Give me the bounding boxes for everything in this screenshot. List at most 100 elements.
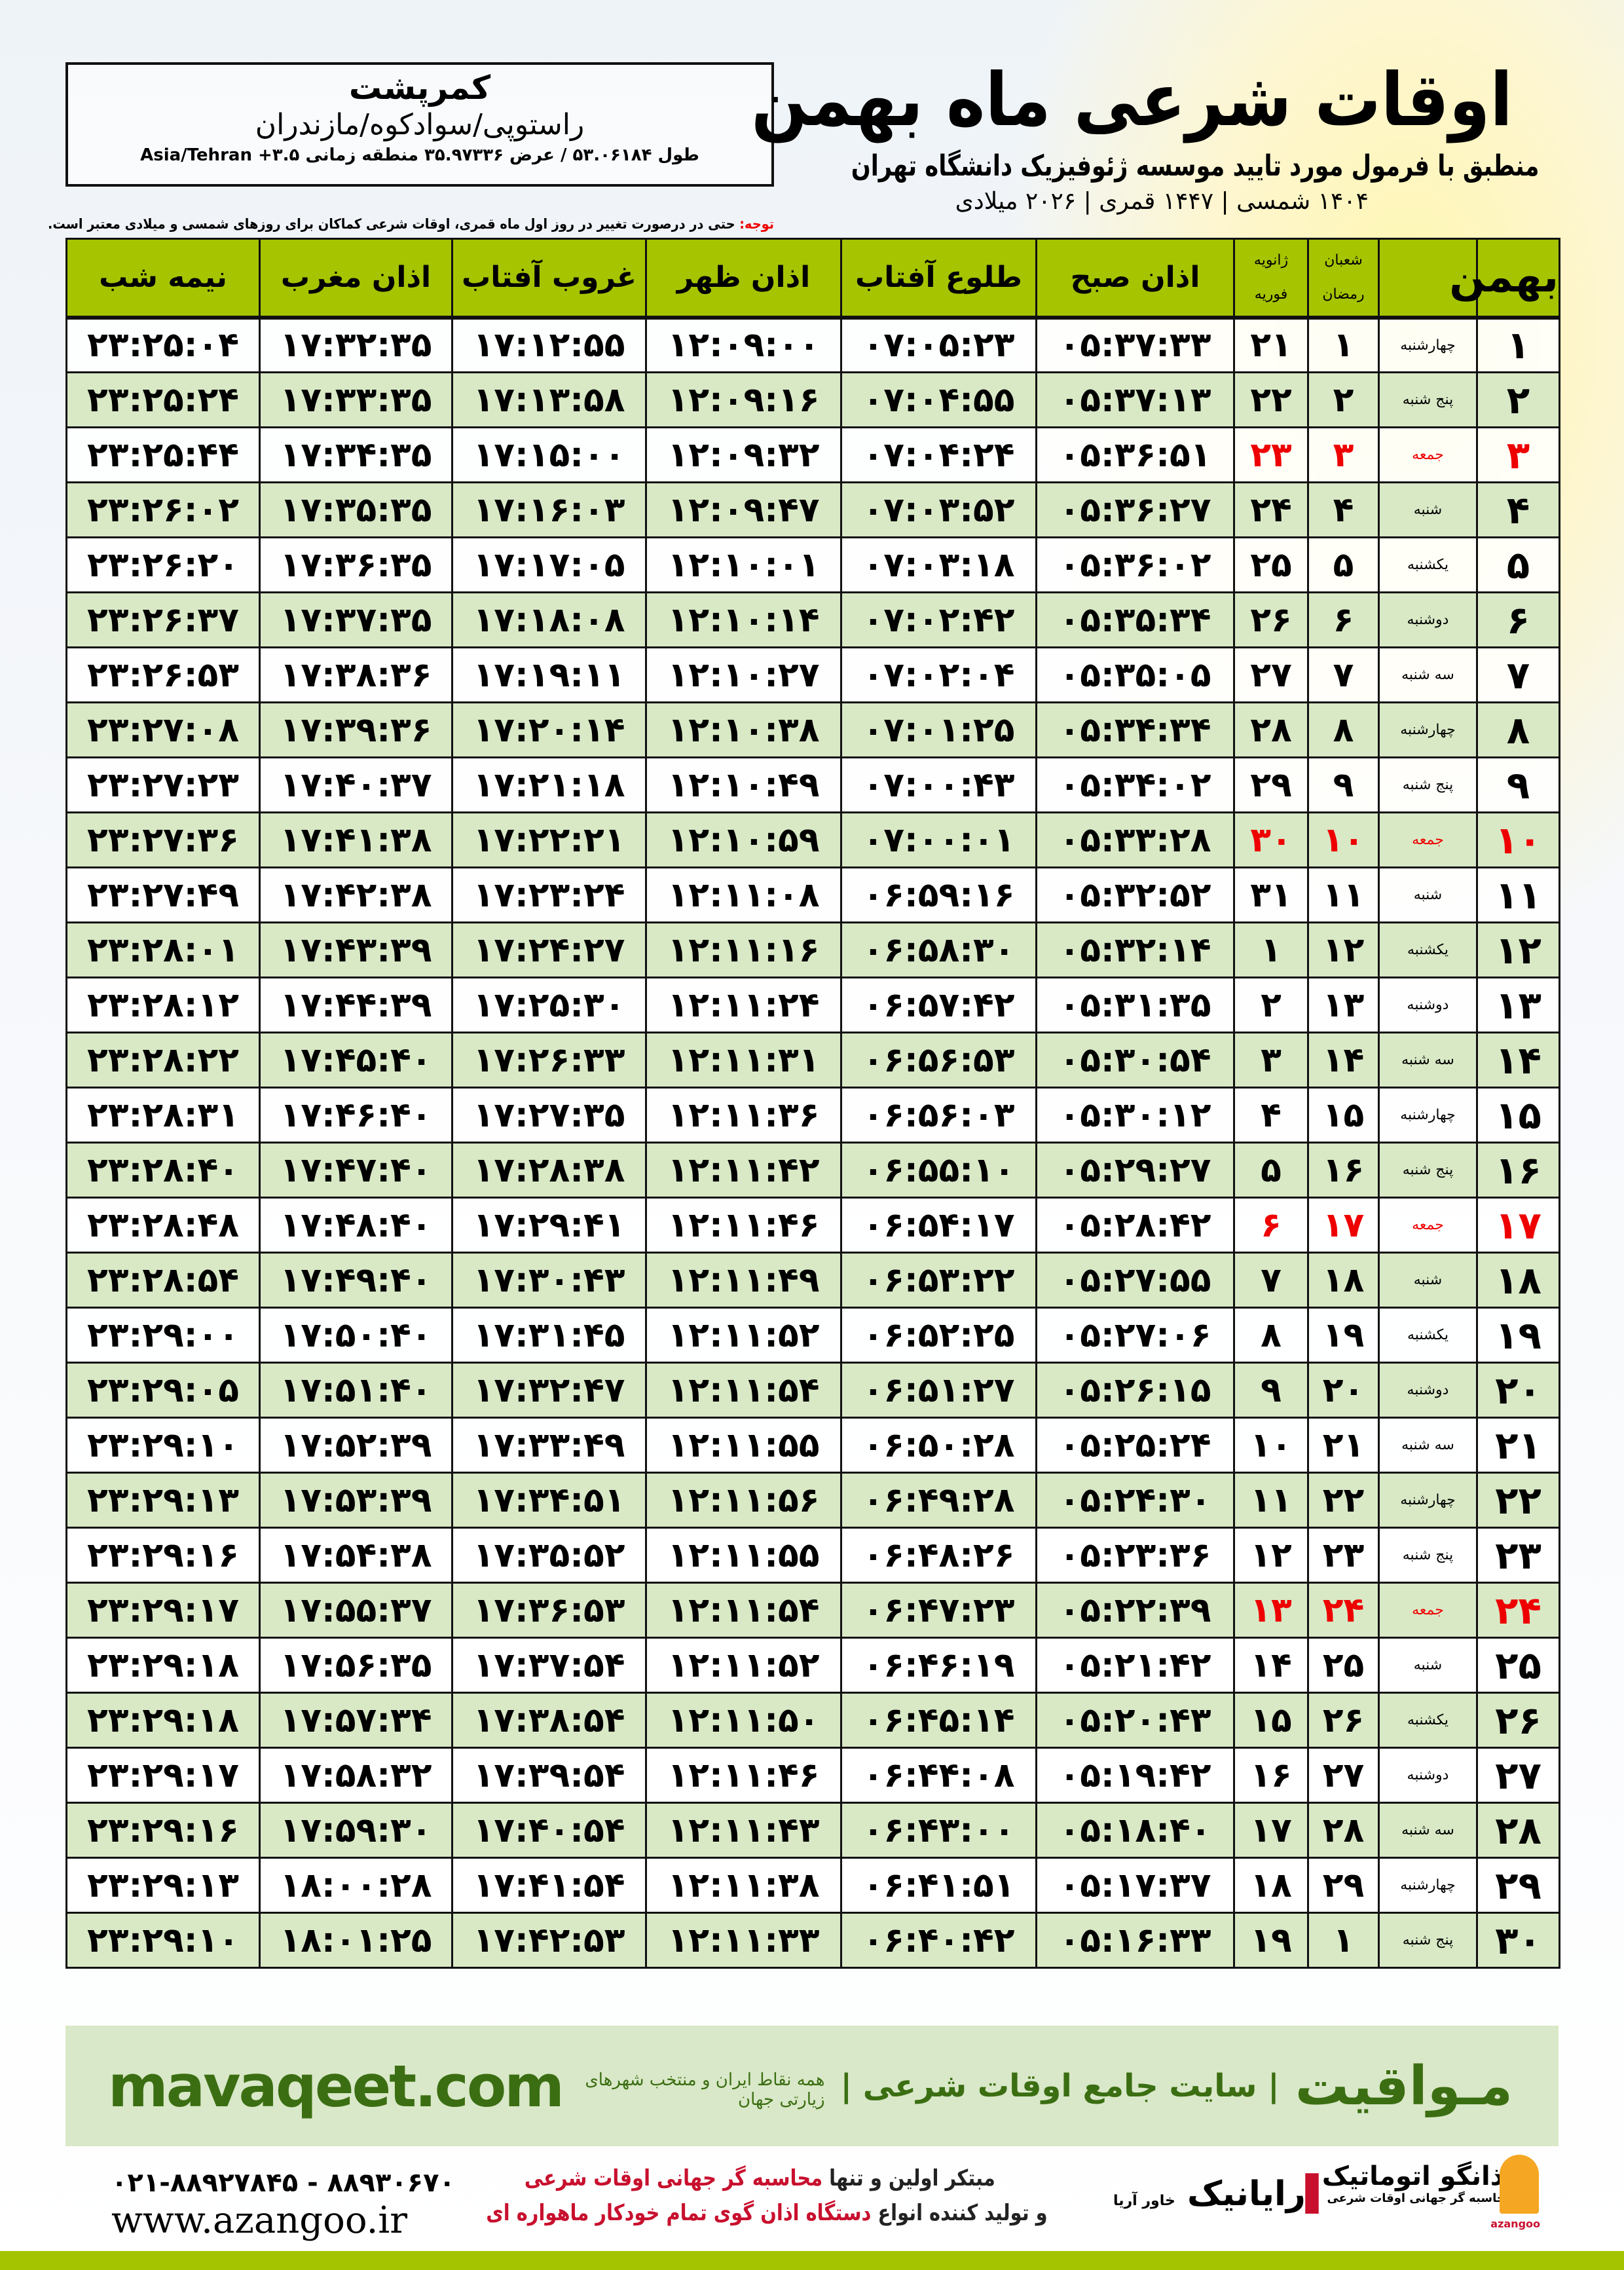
cell-fajr: ۰۵:۲۹:۲۷ — [1035, 1142, 1235, 1199]
cell-weekday: شنبه — [1378, 1637, 1478, 1694]
cell-hijri-day: ۱۲ — [1307, 921, 1380, 978]
cell-gregorian-day: ۸ — [1233, 1307, 1309, 1364]
azangoo-logo-text: اذانگو اتوماتیک — [1321, 2161, 1513, 2191]
cell-hijri-day: ۱۳ — [1307, 977, 1380, 1033]
cell-maghrib: ۱۷:۴۰:۳۷ — [259, 756, 453, 813]
table-row: ۹ پنج شنبه ۹ ۲۹ ۰۵:۳۴:۰۲ ۰۷:۰۰:۴۳ ۱۲:۱۰:۴۹ ۱۷:۲… — [65, 756, 1560, 813]
azangoo-website[interactable]: www.azangoo.ir — [111, 2199, 408, 2242]
cell-weekday: جمعه — [1378, 811, 1478, 868]
cell-sunset: ۱۷:۲۲:۲۱ — [451, 811, 647, 868]
cell-sunset: ۱۷:۱۷:۰۵ — [451, 536, 647, 593]
cell-fajr: ۰۵:۳۰:۵۴ — [1035, 1032, 1235, 1088]
mosque-icon — [1500, 2155, 1539, 2214]
cell-sunset: ۱۷:۱۸:۰۸ — [451, 591, 647, 648]
cell-sunset: ۱۷:۴۰:۵۴ — [451, 1802, 647, 1859]
cell-sunset: ۱۷:۳۸:۵۴ — [451, 1692, 647, 1749]
cell-day-number: ۲۵ — [1476, 1637, 1560, 1694]
cell-sunset: ۱۷:۳۲:۴۷ — [451, 1362, 647, 1419]
header-weekday — [1378, 238, 1478, 320]
rayanik-logo-sub: خاور آریا — [1113, 2193, 1175, 2209]
cell-midnight: ۲۳:۲۹:۱۶ — [65, 1527, 261, 1584]
cell-maghrib: ۱۷:۳۲:۳۵ — [259, 316, 453, 373]
cell-dhuhr: ۱۲:۰۹:۰۰ — [645, 316, 842, 373]
cell-gregorian-day: ۲۶ — [1233, 591, 1309, 648]
table-row: ۱۵ چهارشنبه ۱۵ ۴ ۰۵:۳۰:۱۲ ۰۶:۵۶:۰۳ ۱۲:۱۱:۳۶ ۱۷:… — [65, 1087, 1560, 1144]
cell-sunset: ۱۷:۳۳:۴۹ — [451, 1417, 647, 1474]
cell-midnight: ۲۳:۲۶:۵۳ — [65, 646, 261, 703]
cell-maghrib: ۱۷:۵۴:۳۸ — [259, 1527, 453, 1584]
header-maghrib: اذان مغرب — [259, 238, 453, 320]
cell-sunrise: ۰۶:۴۱:۵۱ — [840, 1857, 1037, 1914]
cell-midnight: ۲۳:۲۹:۱۳ — [65, 1857, 261, 1914]
table-row: ۶ دوشنبه ۶ ۲۶ ۰۵:۳۵:۳۴ ۰۷:۰۲:۴۲ ۱۲:۱۰:۱۴ ۱۷:۱۸:… — [65, 591, 1560, 648]
cell-hijri-day: ۱۷ — [1307, 1197, 1380, 1254]
cell-weekday: چهارشنبه — [1378, 1472, 1478, 1529]
cell-dhuhr: ۱۲:۱۱:۰۸ — [645, 866, 842, 923]
cell-dhuhr: ۱۲:۱۱:۵۲ — [645, 1307, 842, 1364]
cell-midnight: ۲۳:۲۹:۱۸ — [65, 1637, 261, 1694]
cell-gregorian-day: ۲۹ — [1233, 756, 1309, 813]
cell-midnight: ۲۳:۲۸:۰۱ — [65, 921, 261, 978]
cell-midnight: ۲۳:۲۵:۲۴ — [65, 371, 261, 428]
table-row: ۳ جمعه ۳ ۲۳ ۰۵:۳۶:۵۱ ۰۷:۰۴:۲۴ ۱۲:۰۹:۳۲ ۱۷:۱۵:۰۰… — [65, 426, 1560, 483]
cell-maghrib: ۱۷:۵۱:۴۰ — [259, 1362, 453, 1419]
cell-fajr: ۰۵:۳۲:۱۴ — [1035, 921, 1235, 978]
cell-maghrib: ۱۷:۴۷:۴۰ — [259, 1142, 453, 1199]
cell-maghrib: ۱۷:۵۵:۳۷ — [259, 1582, 453, 1639]
cell-fajr: ۰۵:۳۱:۳۵ — [1035, 977, 1235, 1033]
cell-dhuhr: ۱۲:۱۱:۵۲ — [645, 1637, 842, 1694]
cell-midnight: ۲۳:۲۸:۴۸ — [65, 1197, 261, 1254]
cell-hijri-day: ۲۵ — [1307, 1637, 1380, 1694]
cell-midnight: ۲۳:۲۵:۴۴ — [65, 426, 261, 483]
cell-sunset: ۱۷:۱۶:۰۳ — [451, 481, 647, 538]
cell-dhuhr: ۱۲:۱۱:۵۰ — [645, 1692, 842, 1749]
cell-fajr: ۰۵:۳۶:۰۲ — [1035, 536, 1235, 593]
cell-midnight: ۲۳:۲۹:۱۰ — [65, 1417, 261, 1474]
cell-midnight: ۲۳:۲۸:۲۲ — [65, 1032, 261, 1088]
cell-hijri-day: ۲۴ — [1307, 1582, 1380, 1639]
table-row: ۲۱ سه شنبه ۲۱ ۱۰ ۰۵:۲۵:۲۴ ۰۶:۵۰:۲۸ ۱۲:۱۱:۵۵ ۱۷:… — [65, 1417, 1560, 1474]
cell-fajr: ۰۵:۲۸:۴۲ — [1035, 1197, 1235, 1254]
table-row: ۱۸ شنبه ۱۸ ۷ ۰۵:۲۷:۵۵ ۰۶:۵۳:۲۲ ۱۲:۱۱:۴۹ ۱۷:۳۰:۴… — [65, 1252, 1560, 1309]
header-month: بهمن — [1449, 238, 1560, 320]
cell-sunrise: ۰۶:۵۱:۲۷ — [840, 1362, 1037, 1419]
cell-dhuhr: ۱۲:۰۹:۳۲ — [645, 426, 842, 483]
cell-maghrib: ۱۷:۵۷:۳۴ — [259, 1692, 453, 1749]
cell-sunrise: ۰۷:۰۱:۲۵ — [840, 701, 1037, 758]
website-link[interactable]: mavaqeet.com — [108, 2052, 564, 2120]
cell-hijri-day: ۲۶ — [1307, 1692, 1380, 1749]
cell-sunrise: ۰۶:۴۵:۱۴ — [840, 1692, 1037, 1749]
cell-maghrib: ۱۷:۵۹:۳۰ — [259, 1802, 453, 1859]
table-row: ۲۴ جمعه ۲۴ ۱۳ ۰۵:۲۲:۳۹ ۰۶:۴۷:۲۳ ۱۲:۱۱:۵۴ ۱۷:۳۶:… — [65, 1582, 1560, 1639]
cell-day-number: ۳ — [1476, 426, 1560, 483]
table-row: ۳۰ پنج شنبه ۱ ۱۹ ۰۵:۱۶:۳۳ ۰۶:۴۰:۴۲ ۱۲:۱۱:۳۳ ۱۷:… — [65, 1912, 1560, 1969]
cell-weekday: پنج شنبه — [1378, 1142, 1478, 1199]
phone-numbers: ۰۲۱-۸۸۹۲۷۸۴۵ - ۸۸۹۳۰۶۷۰ — [111, 2168, 455, 2198]
cell-sunrise: ۰۷:۰۳:۵۲ — [840, 481, 1037, 538]
cell-gregorian-day: ۱ — [1233, 921, 1309, 978]
cell-midnight: ۲۳:۲۷:۴۹ — [65, 866, 261, 923]
page-subtitle: منطبق با فرمول مورد تایید موسسه ژئوفیزیک… — [851, 149, 1539, 183]
cell-sunrise: ۰۶:۵۴:۱۷ — [840, 1197, 1037, 1254]
note: توجه: حتی در درصورت تغییر در روز اول ماه… — [48, 216, 774, 232]
table-row: ۲۵ شنبه ۲۵ ۱۴ ۰۵:۲۱:۴۲ ۰۶:۴۶:۱۹ ۱۲:۱۱:۵۲ ۱۷:۳۷:… — [65, 1637, 1560, 1694]
cell-gregorian-day: ۱۶ — [1233, 1747, 1309, 1804]
cell-sunset: ۱۷:۲۱:۱۸ — [451, 756, 647, 813]
cell-midnight: ۲۳:۲۹:۰۵ — [65, 1362, 261, 1419]
cell-maghrib: ۱۷:۵۶:۳۵ — [259, 1637, 453, 1694]
table-row: ۷ سه شنبه ۷ ۲۷ ۰۵:۳۵:۰۵ ۰۷:۰۲:۰۴ ۱۲:۱۰:۲۷ ۱۷:۱۹… — [65, 646, 1560, 703]
cell-maghrib: ۱۷:۴۵:۴۰ — [259, 1032, 453, 1088]
cell-gregorian-day: ۱۰ — [1233, 1417, 1309, 1474]
cell-day-number: ۲۱ — [1476, 1417, 1560, 1474]
header-gregorian: ژانویه فوریه — [1233, 238, 1309, 320]
cell-gregorian-day: ۲۵ — [1233, 536, 1309, 593]
cell-midnight: ۲۳:۲۹:۱۶ — [65, 1802, 261, 1859]
table-row: ۲۶ یکشنبه ۲۶ ۱۵ ۰۵:۲۰:۴۳ ۰۶:۴۵:۱۴ ۱۲:۱۱:۵۰ ۱۷:۳… — [65, 1692, 1560, 1749]
cell-fajr: ۰۵:۲۲:۳۹ — [1035, 1582, 1235, 1639]
cell-sunrise: ۰۶:۴۸:۲۶ — [840, 1527, 1037, 1584]
cell-weekday: یکشنبه — [1378, 921, 1478, 978]
table-row: ۴ شنبه ۴ ۲۴ ۰۵:۳۶:۲۷ ۰۷:۰۳:۵۲ ۱۲:۰۹:۴۷ ۱۷:۱۶:۰۳… — [65, 481, 1560, 538]
cell-weekday: جمعه — [1378, 1582, 1478, 1639]
cell-weekday: چهارشنبه — [1378, 316, 1478, 373]
cell-fajr: ۰۵:۲۷:۰۶ — [1035, 1307, 1235, 1364]
